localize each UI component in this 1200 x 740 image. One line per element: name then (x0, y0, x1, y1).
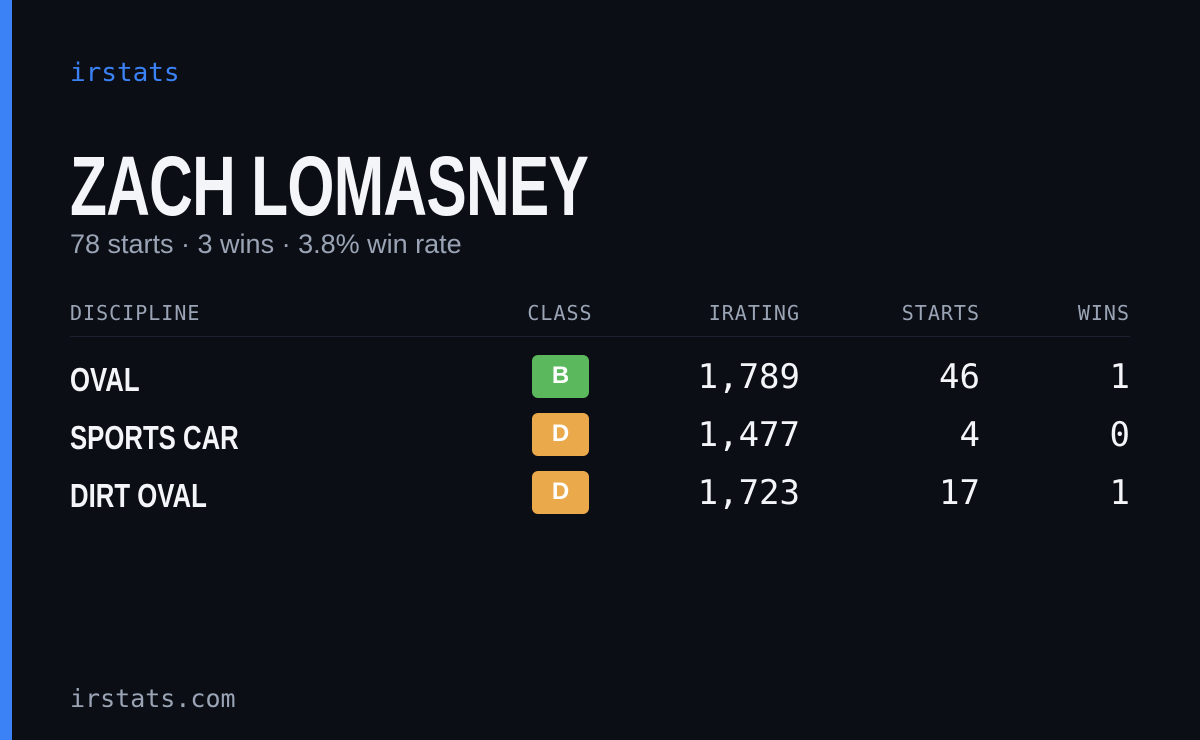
accent-bar (0, 0, 12, 740)
starts: 17 (939, 473, 980, 513)
brand: irstats (70, 58, 180, 88)
header-rule (70, 336, 1130, 337)
wins: 1 (1109, 473, 1130, 513)
driver-name: ZACH LOMASNEY (70, 139, 589, 233)
column-header: CLASS (527, 301, 593, 325)
column-header: IRATING (708, 301, 800, 325)
footer: irstats.com (70, 684, 236, 713)
discipline: SPORTS CAR (70, 419, 239, 456)
column-header: STARTS (901, 301, 980, 325)
wins: 0 (1109, 415, 1130, 455)
class-badge: B (532, 355, 589, 398)
irating: 1,723 (697, 473, 800, 513)
column-header: WINS (1077, 301, 1130, 325)
irating: 1,789 (697, 357, 800, 397)
starts: 46 (939, 357, 980, 397)
wins: 1 (1109, 357, 1130, 397)
discipline: OVAL (70, 361, 140, 398)
discipline: DIRT OVAL (70, 477, 207, 514)
irating: 1,477 (697, 415, 800, 455)
class-badge: D (532, 471, 589, 514)
class-badge: D (532, 413, 589, 456)
column-header: DISCIPLINE (70, 301, 201, 325)
driver-summary: 78 starts · 3 wins · 3.8% win rate (70, 229, 462, 259)
starts: 4 (959, 415, 980, 455)
